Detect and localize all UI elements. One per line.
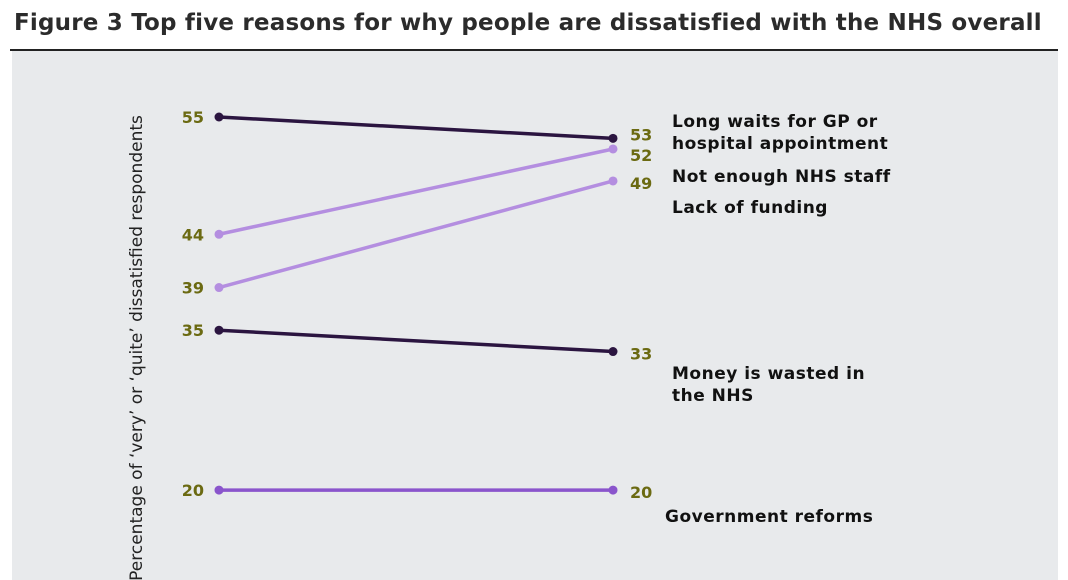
series-1-start-value-label: 55 xyxy=(182,108,204,127)
series-1-line xyxy=(217,115,615,141)
series-1-start-point xyxy=(214,112,224,122)
series-2-start-value-label: 44 xyxy=(182,225,204,244)
series-4-line xyxy=(217,328,615,354)
y-axis-label: Percentage of ‘very’ or ‘quite’ dissatis… xyxy=(127,115,147,580)
series-4-end-point xyxy=(608,347,618,357)
series-1-end-point xyxy=(608,133,618,143)
series-3-line xyxy=(217,179,615,290)
series-5-name-label: Government reforms xyxy=(665,507,873,527)
title-divider xyxy=(10,49,1058,51)
series-3-end-value-label: 49 xyxy=(630,174,652,193)
series-2-end-value-label: 52 xyxy=(630,146,652,165)
series-4-start-point xyxy=(214,325,224,335)
series-2-line xyxy=(217,147,615,237)
series-4-end-value-label: 33 xyxy=(630,345,652,364)
series-4-name-label: Money is wasted in the NHS xyxy=(672,364,865,406)
series-3-end-point xyxy=(608,176,618,186)
series-5-end-point xyxy=(608,485,618,495)
series-1-name-label: Long waits for GP or hospital appointment xyxy=(672,112,888,154)
series-2-end-point xyxy=(608,144,618,154)
series-layer: 55 53 Long waits for GP or hospital appoint… xyxy=(182,108,891,527)
series-3-name-label: Lack of funding xyxy=(672,198,828,218)
series-3-start-point xyxy=(214,283,224,293)
series-2-start-point xyxy=(214,229,224,239)
series-5-start-point xyxy=(214,485,224,495)
series-4-start-value-label: 35 xyxy=(182,321,204,340)
figure-title: Figure 3 Top five reasons for why people… xyxy=(14,10,1042,36)
series-1-end-value-label: 53 xyxy=(630,125,652,144)
series-2-name-label: Not enough NHS staff xyxy=(672,167,891,187)
series-5-end-value-label: 20 xyxy=(630,483,652,502)
series-3-start-value-label: 39 xyxy=(182,279,204,298)
series-5-start-value-label: 20 xyxy=(182,481,204,500)
